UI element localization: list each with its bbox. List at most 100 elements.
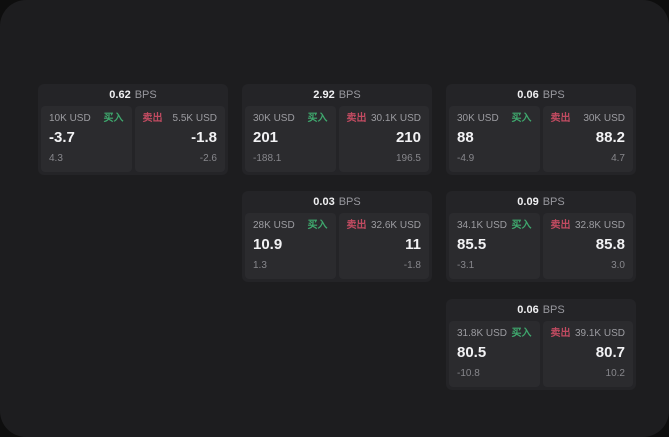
buy-side-label: 买入: [511, 220, 532, 231]
quote-panels: 30K USD 买入 201 -188.1 卖出 30.1K USD 210 1…: [245, 106, 429, 172]
bps-unit-label: BPS: [542, 304, 565, 316]
card-header: 0.06 BPS: [446, 299, 636, 321]
buy-delta: 1.3: [253, 260, 267, 271]
quote-card: 0.06 BPS 30K USD 买入 88 -4.9 卖出 30K USD 8…: [446, 84, 636, 175]
quote-panels: 28K USD 买入 10.9 1.3 卖出 32.6K USD 11 -1.8: [245, 213, 429, 279]
quote-panels: 31.8K USD 买入 80.5 -10.8 卖出 39.1K USD 80.…: [449, 321, 633, 387]
sell-delta: 3.0: [611, 260, 625, 271]
buy-amount: 30K USD: [457, 113, 499, 124]
buy-price: -3.7: [49, 129, 75, 146]
sell-panel-top: 卖出 32.6K USD: [347, 220, 422, 232]
buy-quote-panel[interactable]: 28K USD 买入 10.9 1.3: [245, 213, 336, 279]
sell-amount: 5.5K USD: [172, 113, 217, 124]
buy-quote-panel[interactable]: 30K USD 买入 88 -4.9: [449, 106, 540, 172]
buy-price: 88: [457, 129, 474, 146]
bps-value: 0.62: [109, 89, 131, 101]
buy-amount: 10K USD: [49, 113, 91, 124]
sell-delta: 10.2: [605, 368, 625, 379]
buy-panel-top: 34.1K USD 买入: [457, 220, 532, 232]
buy-delta: 4.3: [49, 153, 63, 164]
sell-panel-top: 卖出 30.1K USD: [347, 113, 422, 125]
sell-quote-panel[interactable]: 卖出 5.5K USD -1.8 -2.6: [134, 106, 225, 172]
buy-panel-top: 10K USD 买入: [49, 113, 124, 125]
sell-quote-panel[interactable]: 卖出 32.6K USD 11 -1.8: [338, 213, 429, 279]
sell-side-label: 卖出: [550, 328, 571, 339]
buy-delta: -188.1: [253, 153, 282, 164]
bps-unit-label: BPS: [542, 89, 565, 101]
buy-quote-panel[interactable]: 30K USD 买入 201 -188.1: [245, 106, 336, 172]
buy-side-label: 买入: [307, 113, 328, 124]
bps-unit-label: BPS: [134, 89, 157, 101]
sell-delta: 196.5: [395, 153, 421, 164]
buy-side-label: 买入: [511, 113, 532, 124]
sell-price: 80.7: [595, 344, 625, 361]
buy-side-label: 买入: [511, 328, 532, 339]
buy-quote-panel[interactable]: 31.8K USD 买入 80.5 -10.8: [449, 321, 540, 387]
sell-panel-top: 卖出 30K USD: [551, 113, 626, 125]
buy-price: 80.5: [457, 344, 487, 361]
quote-card: 0.03 BPS 28K USD 买入 10.9 1.3 卖出 32.6K US…: [242, 191, 432, 282]
sell-side-label: 卖出: [346, 113, 367, 124]
sell-price: 88.2: [595, 129, 625, 146]
buy-quote-panel[interactable]: 34.1K USD 买入 85.5 -3.1: [449, 213, 540, 279]
quote-panels: 10K USD 买入 -3.7 4.3 卖出 5.5K USD -1.8 -2.…: [41, 106, 225, 172]
sell-amount: 30.1K USD: [370, 113, 421, 124]
buy-side-label: 买入: [307, 220, 328, 231]
buy-panel-top: 28K USD 买入: [253, 220, 328, 232]
buy-panel-top: 30K USD 买入: [253, 113, 328, 125]
buy-side-label: 买入: [103, 113, 124, 124]
buy-quote-panel[interactable]: 10K USD 买入 -3.7 4.3: [41, 106, 132, 172]
sell-quote-panel[interactable]: 卖出 39.1K USD 80.7 10.2: [542, 321, 633, 387]
sell-amount: 30K USD: [583, 113, 625, 124]
sell-delta: -2.6: [199, 153, 217, 164]
sell-amount: 32.8K USD: [574, 220, 625, 231]
bps-value: 2.92: [313, 89, 335, 101]
sell-price: 210: [395, 129, 421, 146]
bps-value: 0.09: [517, 196, 539, 208]
sell-amount: 32.6K USD: [370, 220, 421, 231]
card-header: 0.06 BPS: [446, 84, 636, 106]
sell-quote-panel[interactable]: 卖出 30.1K USD 210 196.5: [338, 106, 429, 172]
buy-amount: 30K USD: [253, 113, 295, 124]
buy-price: 201: [253, 129, 279, 146]
sell-side-label: 卖出: [550, 220, 571, 231]
buy-price: 10.9: [253, 236, 283, 253]
buy-delta: -3.1: [457, 260, 475, 271]
quote-card: 0.09 BPS 34.1K USD 买入 85.5 -3.1 卖出 32.8K…: [446, 191, 636, 282]
sell-quote-panel[interactable]: 卖出 32.8K USD 85.8 3.0: [542, 213, 633, 279]
sell-side-label: 卖出: [550, 113, 571, 124]
sell-panel-top: 卖出 39.1K USD: [551, 328, 626, 340]
buy-price: 85.5: [457, 236, 487, 253]
quote-card: 0.06 BPS 31.8K USD 买入 80.5 -10.8 卖出 39.1…: [446, 299, 636, 390]
buy-amount: 31.8K USD: [457, 328, 508, 339]
quote-card: 0.62 BPS 10K USD 买入 -3.7 4.3 卖出 5.5K USD…: [38, 84, 228, 175]
quote-card: 2.92 BPS 30K USD 买入 201 -188.1 卖出 30.1K …: [242, 84, 432, 175]
bps-unit-label: BPS: [542, 196, 565, 208]
bps-unit-label: BPS: [338, 196, 361, 208]
sell-price: 85.8: [595, 236, 625, 253]
sell-panel-top: 卖出 5.5K USD: [143, 113, 218, 125]
buy-delta: -10.8: [457, 368, 480, 379]
sell-price: -1.8: [191, 129, 217, 146]
bps-value: 0.06: [517, 304, 539, 316]
sell-quote-panel[interactable]: 卖出 30K USD 88.2 4.7: [542, 106, 633, 172]
card-header: 0.03 BPS: [242, 191, 432, 213]
bps-value: 0.06: [517, 89, 539, 101]
quote-panels: 34.1K USD 买入 85.5 -3.1 卖出 32.8K USD 85.8…: [449, 213, 633, 279]
bps-value: 0.03: [313, 196, 335, 208]
sell-delta: -1.8: [403, 260, 421, 271]
sell-panel-top: 卖出 32.8K USD: [551, 220, 626, 232]
sell-amount: 39.1K USD: [574, 328, 625, 339]
sell-side-label: 卖出: [142, 113, 163, 124]
buy-panel-top: 30K USD 买入: [457, 113, 532, 125]
buy-panel-top: 31.8K USD 买入: [457, 328, 532, 340]
buy-delta: -4.9: [457, 153, 475, 164]
sell-price: 11: [405, 236, 421, 253]
buy-amount: 28K USD: [253, 220, 295, 231]
card-header: 0.09 BPS: [446, 191, 636, 213]
buy-amount: 34.1K USD: [457, 220, 508, 231]
card-header: 2.92 BPS: [242, 84, 432, 106]
sell-delta: 4.7: [611, 153, 625, 164]
card-header: 0.62 BPS: [38, 84, 228, 106]
